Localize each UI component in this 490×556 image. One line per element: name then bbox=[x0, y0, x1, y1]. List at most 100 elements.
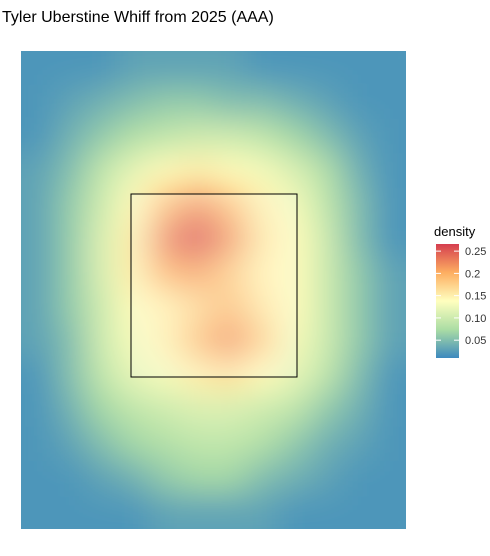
density-cell bbox=[245, 494, 279, 529]
colorbar-tick-label: 0.25 bbox=[465, 246, 486, 258]
density-cell bbox=[213, 51, 247, 86]
density-cell bbox=[341, 221, 375, 257]
density-cell bbox=[53, 324, 86, 359]
density-cell bbox=[117, 358, 150, 393]
density-cell bbox=[85, 187, 118, 223]
density-cell bbox=[213, 255, 247, 291]
density-cell bbox=[181, 324, 214, 359]
density-cell bbox=[309, 460, 343, 496]
density-cell bbox=[149, 494, 182, 529]
density-cell bbox=[373, 426, 406, 462]
density-cell bbox=[181, 392, 214, 428]
density-cell bbox=[149, 255, 182, 291]
density-cell bbox=[373, 255, 406, 291]
density-cell bbox=[117, 187, 150, 223]
density-cell bbox=[21, 153, 54, 189]
density-cell bbox=[341, 187, 375, 223]
density-cell bbox=[309, 255, 343, 291]
density-cell bbox=[117, 494, 150, 529]
density-cell bbox=[117, 392, 150, 428]
density-cell bbox=[21, 358, 54, 393]
strike-zone bbox=[130, 193, 298, 378]
density-cell bbox=[181, 119, 214, 154]
density-cell bbox=[341, 392, 375, 428]
density-cell bbox=[53, 255, 86, 291]
density-cell bbox=[149, 358, 182, 393]
density-cell bbox=[117, 290, 150, 325]
density-cell bbox=[309, 221, 343, 257]
density-cell bbox=[277, 119, 311, 154]
density-cell bbox=[245, 460, 279, 496]
density-cell bbox=[341, 358, 375, 393]
density-cell bbox=[373, 85, 406, 120]
density-cell bbox=[213, 426, 247, 462]
density-cell bbox=[341, 119, 375, 154]
density-cell bbox=[277, 392, 311, 428]
density-cell bbox=[181, 426, 214, 462]
density-cell bbox=[341, 426, 375, 462]
density-cell bbox=[277, 426, 311, 462]
density-cell bbox=[373, 290, 406, 325]
density-cell bbox=[21, 51, 54, 86]
density-cell bbox=[245, 221, 279, 257]
density-cell bbox=[213, 392, 247, 428]
density-cell bbox=[85, 324, 118, 359]
density-cell bbox=[277, 85, 311, 120]
legend-title: density bbox=[434, 224, 476, 239]
density-cell bbox=[21, 426, 54, 462]
density-cell bbox=[149, 392, 182, 428]
density-cell bbox=[341, 85, 375, 120]
density-cell bbox=[85, 119, 118, 154]
density-cell bbox=[53, 221, 86, 257]
density-cell bbox=[21, 494, 54, 529]
density-cell bbox=[213, 153, 247, 189]
density-cell bbox=[21, 85, 54, 120]
density-cell bbox=[277, 290, 311, 325]
density-cell bbox=[85, 51, 118, 86]
density-cell bbox=[117, 153, 150, 189]
density-cell bbox=[277, 324, 311, 359]
density-cell bbox=[53, 426, 86, 462]
density-cell bbox=[245, 358, 279, 393]
density-cell bbox=[117, 460, 150, 496]
density-cell bbox=[309, 290, 343, 325]
density-cell bbox=[277, 153, 311, 189]
density-cell bbox=[53, 85, 86, 120]
density-cell bbox=[149, 221, 182, 257]
density-cell bbox=[149, 426, 182, 462]
density-cell bbox=[373, 119, 406, 154]
density-cell bbox=[21, 392, 54, 428]
density-cell bbox=[149, 324, 182, 359]
density-cell bbox=[309, 358, 343, 393]
density-cell bbox=[53, 187, 86, 223]
density-cell bbox=[309, 187, 343, 223]
density-cell bbox=[309, 426, 343, 462]
density-cell bbox=[277, 358, 311, 393]
density-cell bbox=[21, 255, 54, 291]
density-cell bbox=[85, 392, 118, 428]
density-cell bbox=[245, 119, 279, 154]
density-cell bbox=[309, 324, 343, 359]
density-cell bbox=[341, 51, 375, 86]
density-cell bbox=[245, 324, 279, 359]
density-cell bbox=[373, 153, 406, 189]
density-cell bbox=[181, 290, 214, 325]
density-cell bbox=[149, 460, 182, 496]
density-cell bbox=[181, 460, 214, 496]
density-cell bbox=[181, 494, 214, 529]
density-cell bbox=[277, 51, 311, 86]
density-cell bbox=[117, 51, 150, 86]
density-cell bbox=[213, 460, 247, 496]
density-cell bbox=[373, 392, 406, 428]
density-cell bbox=[85, 290, 118, 325]
density-cell bbox=[53, 153, 86, 189]
colorbar-tick-label: 0.10 bbox=[465, 313, 486, 325]
density-cell bbox=[245, 290, 279, 325]
chart-title: Tyler Uberstine Whiff from 2025 (AAA) bbox=[2, 9, 274, 26]
density-cell bbox=[341, 290, 375, 325]
density-cell bbox=[373, 494, 406, 529]
density-cell bbox=[373, 51, 406, 86]
density-cell bbox=[149, 290, 182, 325]
density-cell bbox=[117, 255, 150, 291]
